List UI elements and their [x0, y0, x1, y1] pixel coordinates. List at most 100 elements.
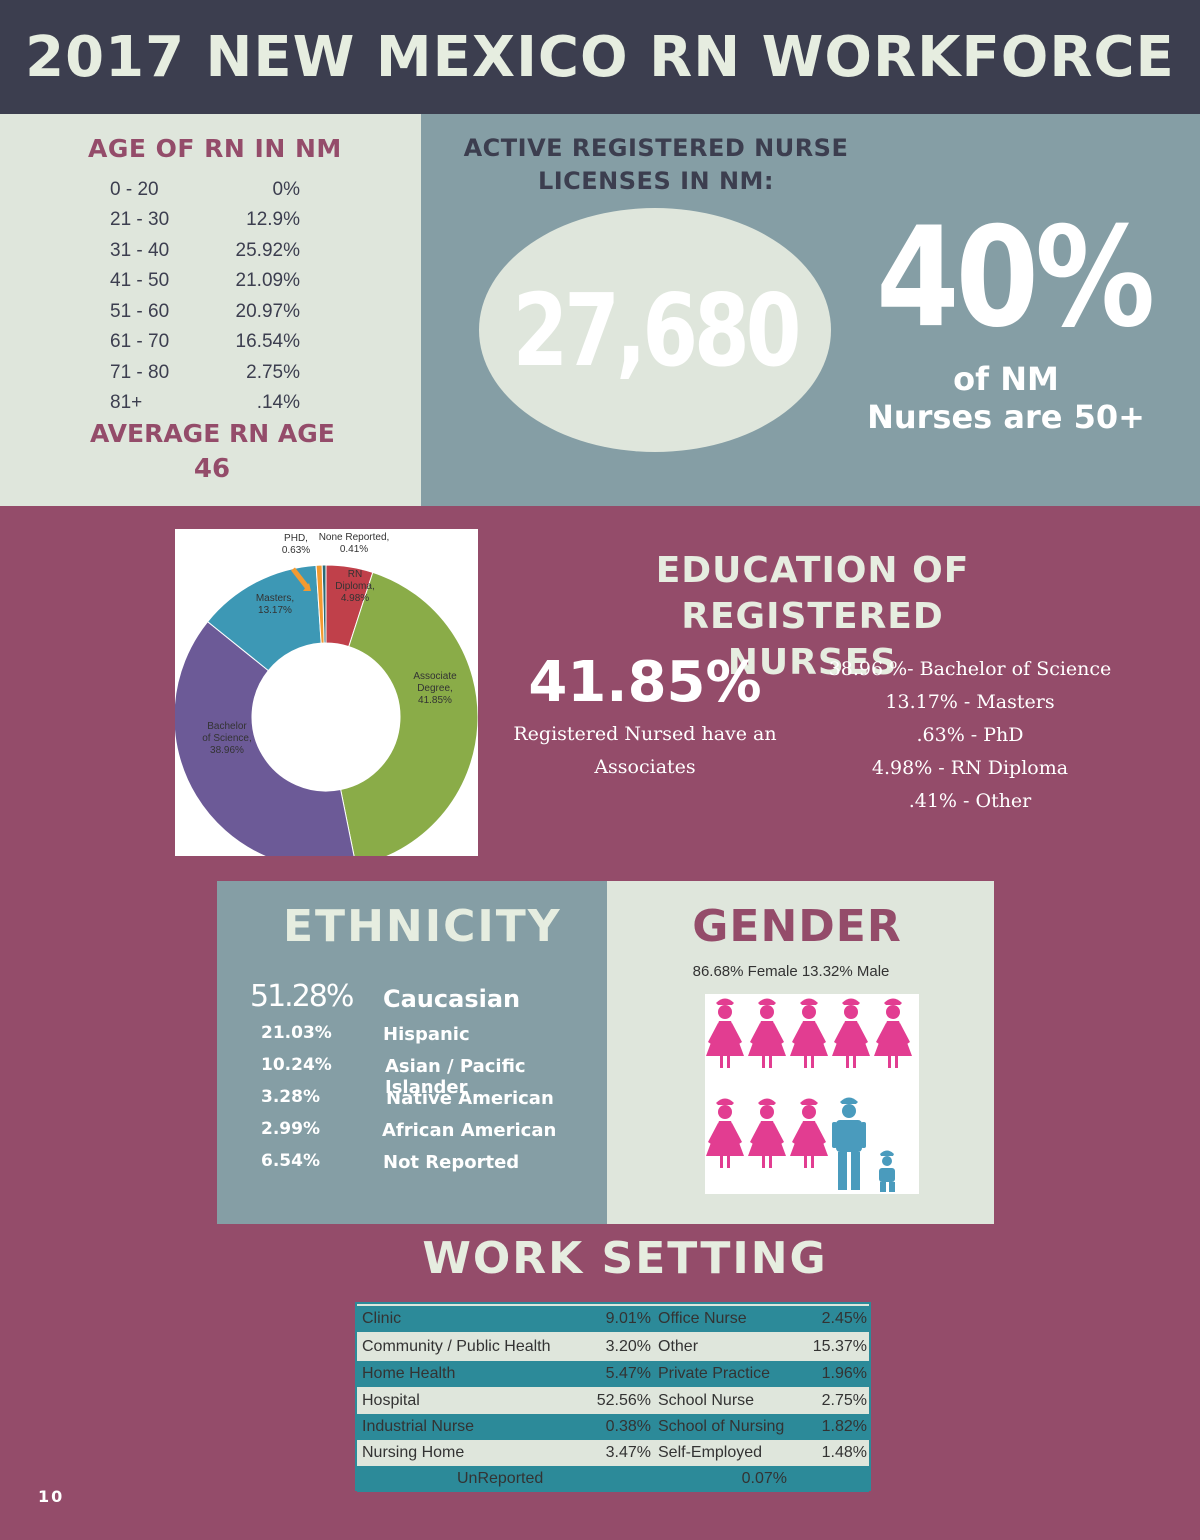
education-title-line1: EDUCATION OF [655, 550, 970, 591]
ethnicity-name: Native American [386, 1088, 554, 1109]
slice-label-associate: Associate Degree, 41.85% [413, 671, 457, 706]
table-row: Hospital 52.56% School Nurse 2.75% [362, 1392, 867, 1409]
average-age-label: AVERAGE RN AGE [90, 419, 335, 448]
slice-associate [340, 571, 479, 867]
age-pct: 25.92% [235, 240, 300, 261]
table-row: Clinic 9.01% Office Nurse 2.45% [357, 1306, 869, 1332]
age-range: 51 - 60 [110, 301, 170, 322]
education-chart: PHD, 0.63% None Reported, 0.41% RN Diplo… [173, 529, 479, 870]
age-row: 0 - 20 0% [110, 179, 300, 203]
age-pct: 2.75% [246, 362, 300, 383]
table-row: Community / Public Health 3.20% Other 15.37… [362, 1338, 867, 1355]
education-list-item: .41% - Other [908, 790, 1032, 812]
age-range: 0 - 20 [110, 179, 159, 200]
education-caption-line1: Registered Nursed have an [513, 723, 777, 745]
licenses-count: 27,680 [512, 271, 802, 389]
age-range: 21 - 30 [110, 209, 170, 230]
over-50-caption-line1: of NM [953, 360, 1059, 398]
slice-label-masters: Masters, 13.17% [255, 593, 295, 616]
age-panel: AGE OF RN IN NM 0 - 20 0% 21 - 30 12.9% 31… [0, 114, 421, 506]
female-nurse-icon [790, 998, 828, 1068]
ethnicity-name: Hispanic [383, 1024, 470, 1045]
education-list: 38.96 %- Bachelor of Science 13.17% - Ma… [820, 653, 1120, 818]
page-title: 2017 NEW MEXICO RN WORKFORCE [25, 24, 1175, 90]
over-50-caption: of NM Nurses are 50+ [861, 360, 1151, 436]
age-range: 61 - 70 [110, 331, 170, 352]
education-headline-pct: 41.85% [528, 650, 762, 715]
table-row: Industrial Nurse 0.38% School of Nursing 1.… [357, 1414, 869, 1440]
ethnicity-name: Asian / Pacific Islander [385, 1056, 526, 1098]
average-age-value: 46 [193, 454, 231, 484]
ethnicity-pct: 10.24% [261, 1055, 332, 1075]
age-pct: 0% [272, 179, 300, 200]
age-row: 61 - 70 16.54% [110, 331, 300, 355]
education-list-item: .63% - PhD [916, 724, 1024, 746]
age-row: 41 - 50 21.09% [110, 270, 300, 294]
ethnicity-name: African American [382, 1120, 557, 1141]
age-row: 31 - 40 25.92% [110, 240, 300, 264]
slice-label-rn-diploma: RN Diploma, 4.98% [335, 569, 375, 604]
female-nurse-icon [790, 1098, 828, 1168]
education-title: EDUCATION OF REGISTERED NURSES [600, 548, 1025, 686]
age-pct: 20.97% [235, 301, 300, 322]
slice-label-bachelor: Bachelor of Science, 38.96% [202, 721, 252, 756]
gender-title: GENDER [692, 901, 902, 952]
table-row: UnReported 0.07% [357, 1466, 869, 1492]
age-row: 71 - 80 2.75% [110, 362, 300, 386]
education-list-item: 4.98% - RN Diploma [871, 757, 1069, 779]
ethnicity-pct: 3.28% [261, 1087, 320, 1107]
female-nurse-icon [874, 998, 912, 1068]
licenses-title-line2: LICENSES IN NM: [537, 167, 775, 195]
table-row: Home Health 5.47% Private Practice 1.96% [357, 1361, 869, 1387]
age-row: 51 - 60 20.97% [110, 301, 300, 325]
age-row: 21 - 30 12.9% [110, 209, 300, 233]
table-row: Nursing Home 3.47% Self-Employed 1.48% [362, 1444, 867, 1461]
gender-subtitle: 86.68% Female 13.32% Male [692, 963, 890, 980]
age-title: AGE OF RN IN NM [88, 134, 342, 163]
age-range: 71 - 80 [110, 362, 170, 383]
age-pct: 16.54% [235, 331, 300, 352]
ethnicity-pct: 6.54% [261, 1151, 320, 1171]
age-row: 81+ .14% [110, 392, 300, 416]
education-caption-line2: Associates [594, 756, 696, 778]
slice-bachelor [173, 620, 357, 870]
education-list-item: 13.17% - Masters [885, 691, 1055, 713]
gender-icons [706, 998, 912, 1192]
male-nurse-icon [832, 1097, 895, 1192]
education-list-item: 38.96 %- Bachelor of Science [828, 658, 1112, 680]
ethnicity-pct: 21.03% [261, 1023, 332, 1043]
education-donut [173, 564, 479, 870]
page-number: 10 [38, 1487, 65, 1506]
slice-phd [315, 564, 325, 644]
education-headline-caption: Registered Nursed have an Associates [505, 718, 785, 784]
age-pct: .14% [256, 392, 300, 413]
work-setting-title: WORK SETTING [422, 1233, 828, 1284]
age-range: 31 - 40 [110, 240, 170, 261]
work-setting-table: Clinic 9.01% Office Nurse 2.45% Community /… [355, 1302, 871, 1492]
page-header: 2017 NEW MEXICO RN WORKFORCE [0, 0, 1200, 114]
licenses-oval: 27,680 [479, 208, 831, 452]
licenses-panel: ACTIVE REGISTERED NURSE LICENSES IN NM: … [421, 114, 1200, 506]
phd-arrow [291, 567, 311, 591]
gender-figure [705, 994, 919, 1194]
education-title-line2: REGISTERED NURSES [681, 596, 944, 683]
over-50-caption-line2: Nurses are 50+ [867, 398, 1145, 436]
ethnicity-panel: ETHNICITY 51.28% Caucasian 21.03% Hispan… [217, 881, 607, 1224]
slice-label-phd: PHD, 0.63% [281, 533, 311, 556]
female-nurse-icon [748, 998, 786, 1068]
female-nurse-icon [748, 1098, 786, 1168]
ethnicity-pct: 51.28% [250, 979, 354, 1014]
licenses-title-line1: ACTIVE REGISTERED NURSE [463, 134, 849, 162]
age-pct: 21.09% [235, 270, 300, 291]
gender-panel: GENDER 86.68% Female 13.32% Male [607, 881, 994, 1224]
age-pct: 12.9% [246, 209, 300, 230]
ethnicity-name: Caucasian [383, 985, 521, 1013]
age-range: 81+ [110, 392, 143, 413]
ethnicity-title: ETHNICITY [283, 901, 562, 952]
female-nurse-icon [706, 998, 744, 1068]
slice-label-none-reported: None Reported, 0.41% [318, 532, 390, 555]
female-nurse-icon [706, 1098, 744, 1168]
ethnicity-name: Not Reported [383, 1152, 520, 1173]
female-nurse-icon [832, 998, 870, 1068]
age-range: 41 - 50 [110, 270, 170, 291]
